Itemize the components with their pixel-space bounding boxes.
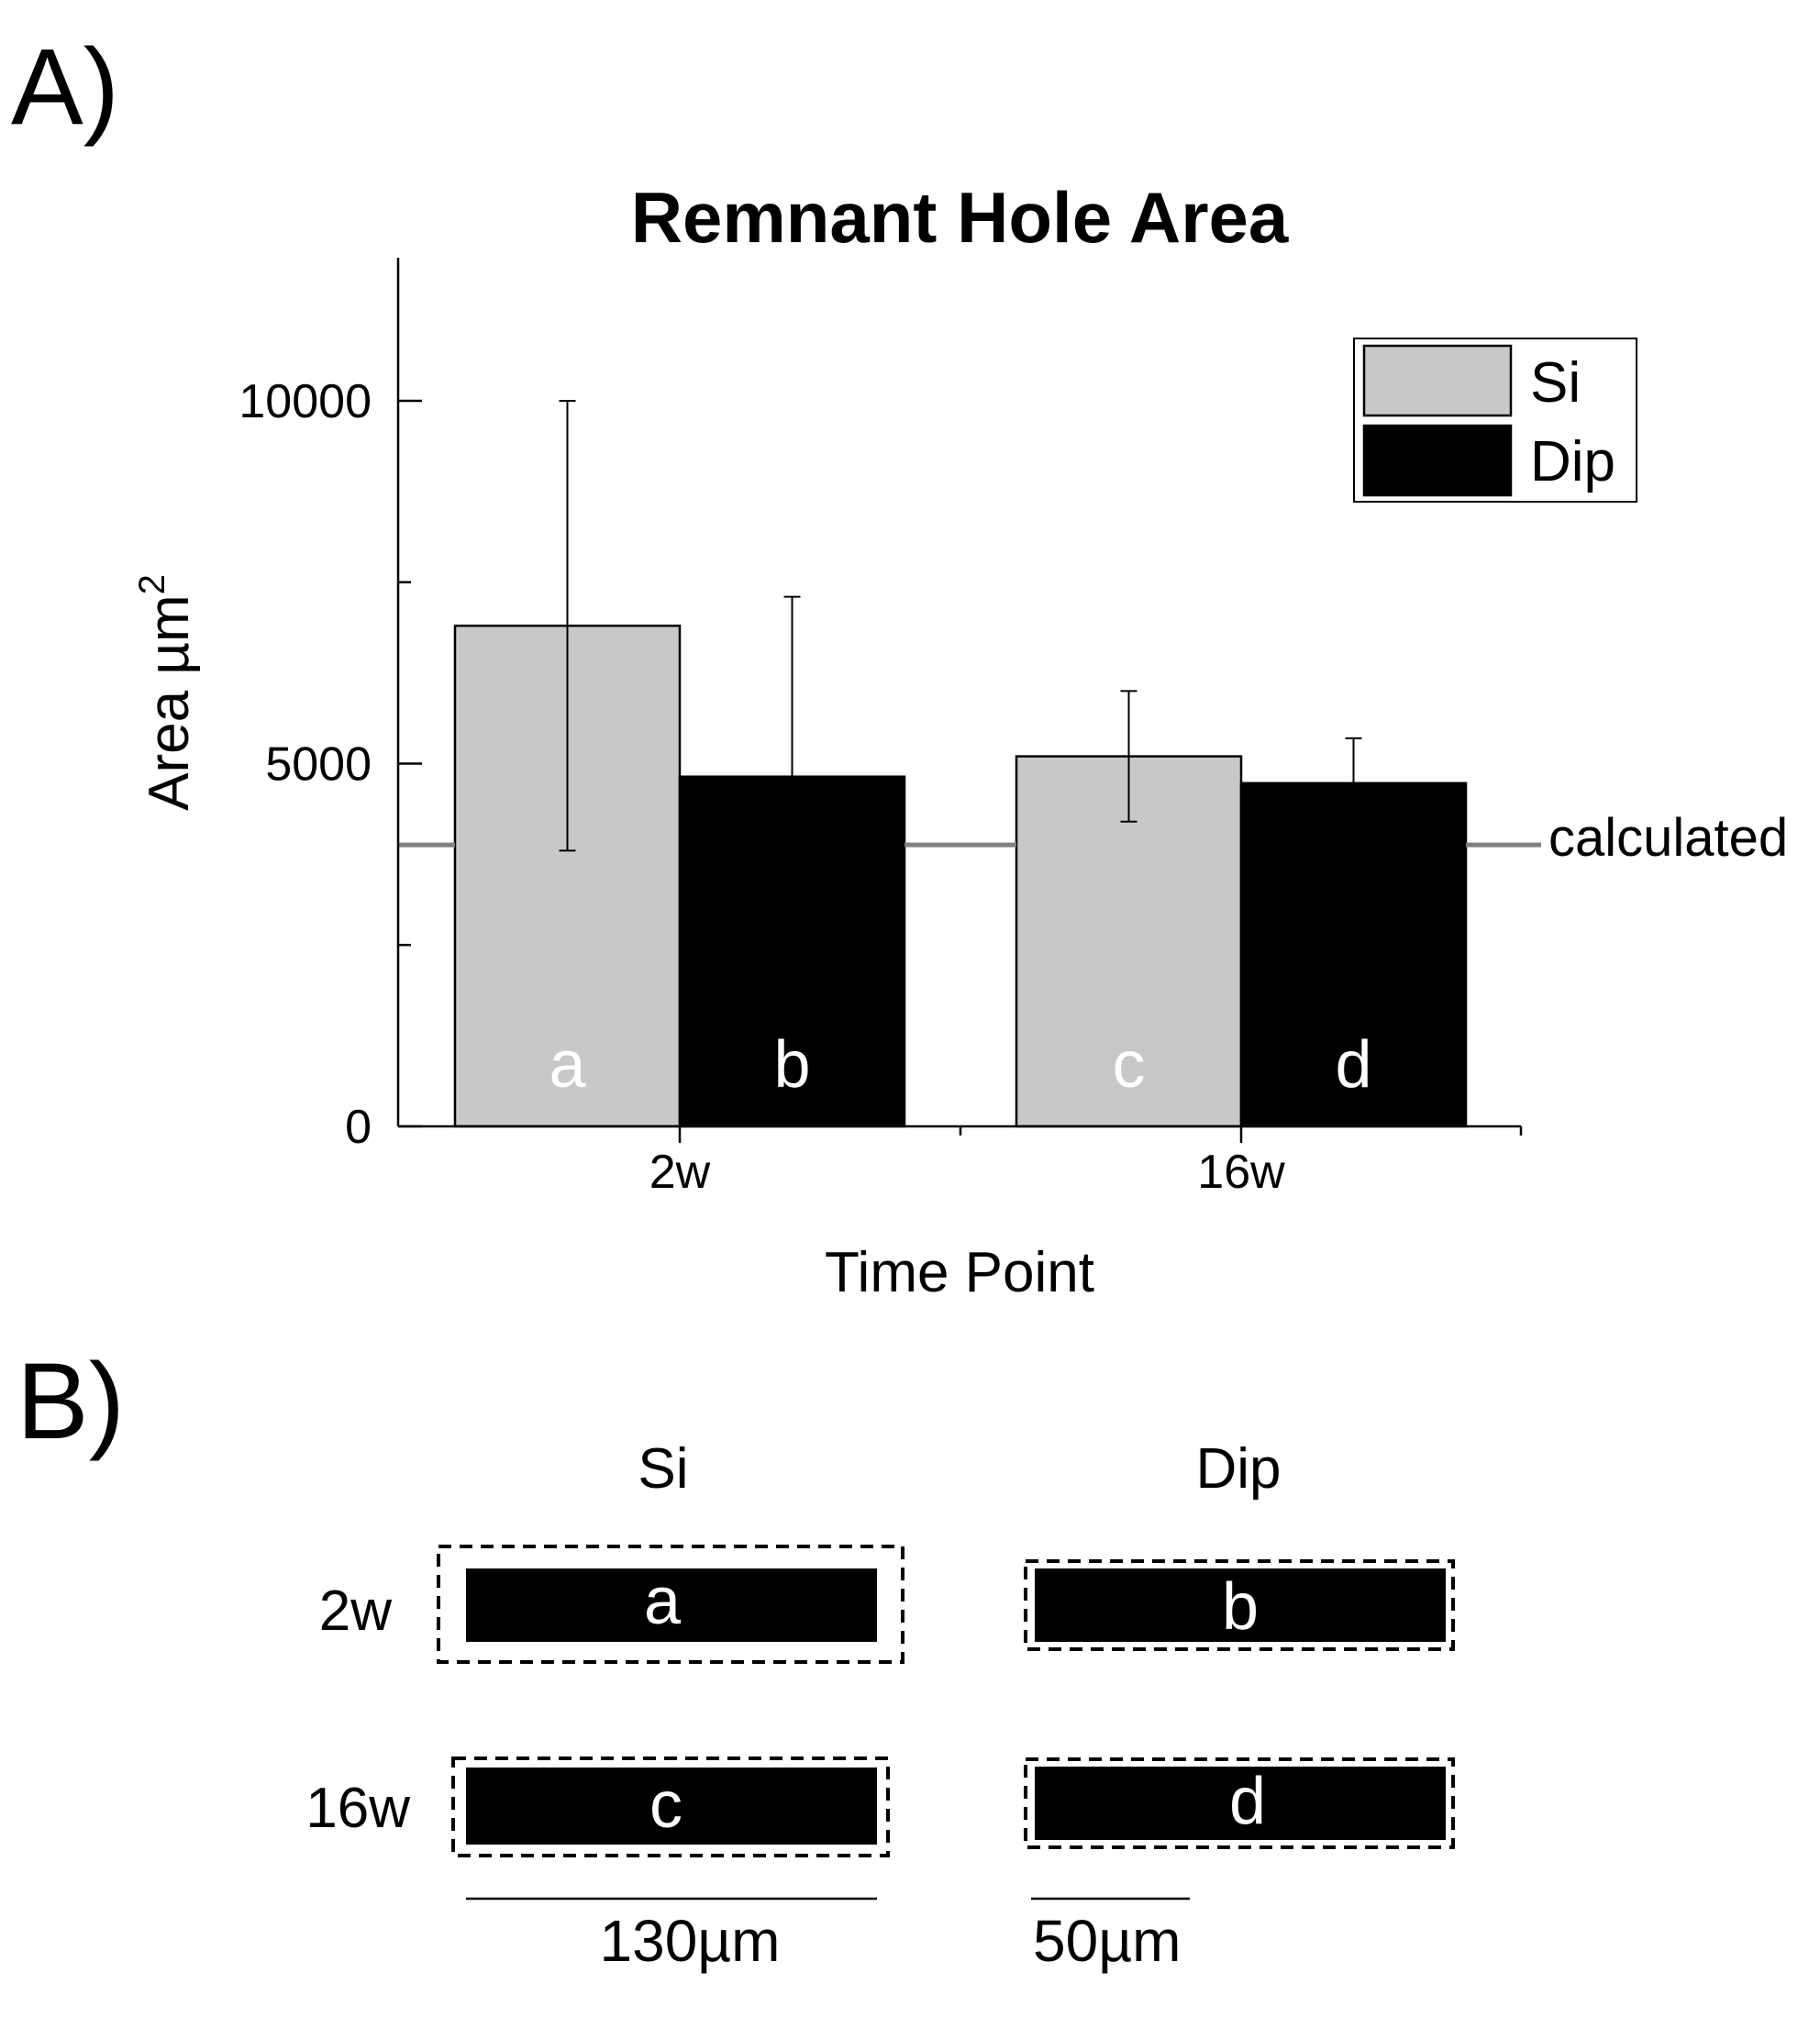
hole-box-d [1035,1767,1446,1840]
bar-label-a: a [549,1028,586,1102]
dashed-outline-a [437,1545,904,1664]
bar-label-c: c [1113,1028,1146,1102]
panel-a-label: A) [11,27,119,148]
dashed-outline-b [1024,1559,1455,1651]
legend: Si Dip [1353,338,1637,503]
y-axis-label-superscript: 2 [132,574,172,594]
scale-bar-label-50: 50µm [1033,1908,1181,1974]
hole-box-label-d: d [1229,1765,1266,1838]
y-tick-label: 5000 [265,738,372,792]
error-bars-group [559,400,1362,852]
hole-box-b [1035,1568,1446,1642]
legend-label-si: Si [1530,351,1581,415]
y-tick-label: 10000 [239,375,372,428]
bar-labels-group: a cb d [549,1028,1371,1102]
hole-box-label-a: a [644,1565,682,1638]
bars-group [453,624,1468,1128]
dashed-outline-d [1024,1757,1455,1849]
x-ticks-group: 2w 16w [649,1126,1523,1199]
panel-b-row-label-16w: 16w [305,1777,410,1840]
bar-dip-16w [1239,781,1468,1128]
scale-bar-label-130: 130µm [600,1908,781,1974]
panel-b: Si Dip 2w 16w a b c d 130µm 50µm [305,1437,1455,1974]
dashed-outline-c [451,1757,890,1857]
y-axis-label: Area µm2 [132,574,201,811]
hole-box-label-b: b [1222,1570,1259,1644]
legend-swatch-si [1362,344,1513,417]
panel-b-label: B) [17,1341,125,1462]
y-tick-label: 0 [345,1101,372,1154]
hole-box-c [466,1768,877,1845]
y-ticks-group: 0 5000 10000 [239,375,422,1154]
legend-swatch-dip [1362,424,1513,497]
bar-label-b: b [773,1028,810,1102]
chart-title: Remnant Hole Area [631,177,1289,258]
panel-b-column-header-si: Si [638,1437,688,1501]
panel-b-column-header-dip: Dip [1195,1437,1281,1501]
legend-label-dip: Dip [1530,430,1615,493]
y-axis-label-main: Area µm [138,594,201,811]
x-tick-label: 16w [1197,1146,1285,1199]
reference-line-group: calculated [398,808,1788,868]
x-tick-label: 2w [649,1146,711,1199]
hole-box-label-c: c [649,1768,682,1842]
panel-b-row-label-2w: 2w [319,1579,392,1643]
hole-box-a [466,1568,877,1642]
x-axis-label: Time Point [825,1241,1094,1304]
reference-line-label: calculated [1548,808,1788,868]
bar-label-d: d [1335,1028,1371,1102]
